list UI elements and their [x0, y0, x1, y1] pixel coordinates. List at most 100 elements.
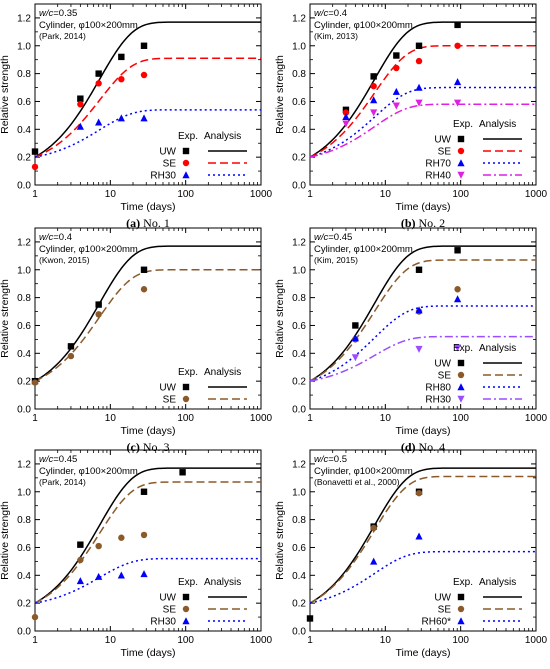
plot-frame	[34, 449, 262, 632]
data-point-uw	[95, 70, 102, 77]
legend-marker-rh70	[457, 159, 465, 167]
specimen-dim: φ100×200mm	[79, 20, 138, 31]
data-point-uw	[118, 53, 125, 61]
x-axis-label: Time (days)	[395, 201, 450, 213]
legend-marker-se	[457, 147, 465, 155]
specimen-dim: φ100×200mm	[354, 466, 413, 477]
legend-label-uw: UW	[434, 135, 451, 146]
data-point-rh30	[76, 577, 84, 585]
legend-label-se: SE	[163, 605, 177, 616]
y-tick-label: 1.2	[17, 13, 31, 24]
legend-label-rh30: RH30	[150, 171, 176, 182]
x-tick-label: 10	[105, 189, 117, 200]
y-tick-label: 0.0	[17, 181, 31, 192]
data-point-rh30	[95, 118, 103, 126]
y-tick-label: 1.0	[292, 41, 306, 52]
data-point-rh30	[117, 571, 125, 579]
data-point-uw	[77, 95, 84, 102]
specimen-annotation: Cylinder, φ100×200mm	[39, 20, 138, 31]
data-point-se	[77, 556, 84, 564]
analysis-curve-rh60	[309, 550, 536, 604]
caption-text: No. 4	[419, 440, 446, 454]
y-tick-label: 1.0	[292, 487, 306, 498]
x-tick-label: 1	[307, 189, 313, 200]
wc-annotation: w/c=0.4	[39, 232, 72, 243]
panel-caption: (a) No. 1	[126, 216, 170, 230]
data-point-se	[31, 613, 39, 621]
legend-label-rh30: RH30	[425, 395, 451, 406]
y-tick-label: 1.2	[292, 459, 306, 470]
legend-label-rh30: RH30	[150, 617, 176, 628]
data-point-rh80	[415, 306, 423, 314]
data-point-uw	[179, 469, 186, 476]
x-tick-label: 1000	[250, 413, 273, 424]
x-tick-label: 1000	[250, 635, 273, 646]
data-point-se	[370, 524, 377, 532]
y-tick-label: 1.0	[17, 41, 31, 52]
analysis-curve-uw	[309, 467, 536, 604]
y-tick-label: 0.6	[17, 543, 31, 554]
y-tick-label: 0.4	[292, 125, 306, 136]
data-point-rh30	[95, 572, 103, 580]
data-point-uw	[77, 541, 84, 548]
legend-header-analysis: Analysis	[479, 119, 516, 130]
legend-header-analysis: Analysis	[204, 367, 241, 378]
data-point-rh40	[415, 99, 423, 107]
y-tick-label: 0.2	[17, 153, 31, 164]
y-tick-label: 1.0	[292, 265, 306, 276]
x-axis-label: Time (days)	[120, 425, 175, 437]
wc-label: w/c	[39, 232, 54, 243]
wc-label: w/c	[314, 8, 329, 19]
analysis-curve-uw	[34, 467, 261, 604]
y-tick-label: 0.6	[292, 543, 306, 554]
legend-label-uw: UW	[159, 593, 176, 604]
legend-marker-rh30	[182, 617, 190, 625]
legend-marker-se	[182, 605, 190, 613]
wc-value: =0.45	[328, 232, 352, 243]
wc-value: =0.45	[53, 454, 77, 465]
data-point-se	[454, 286, 461, 293]
y-tick-label: 0.4	[292, 571, 306, 582]
y-tick-label: 1.0	[17, 487, 31, 498]
data-point-uw	[415, 266, 423, 273]
data-point-uw	[454, 247, 461, 254]
data-point-se	[118, 534, 125, 541]
source-annotation: (Park, 2014)	[39, 31, 86, 41]
data-point-uw	[67, 343, 75, 350]
y-tick-label: 1.2	[292, 13, 306, 24]
legend-label-rh80: RH80	[425, 383, 451, 394]
legend-header-exp: Exp.	[178, 577, 198, 588]
x-tick-label: 10	[105, 635, 117, 646]
data-point-uw	[95, 301, 102, 308]
panel-caption: (b) No. 2	[401, 216, 445, 230]
y-tick-label: 0.6	[17, 97, 31, 108]
legend-marker-se	[182, 395, 190, 403]
analysis-curve-se	[309, 45, 536, 158]
analysis-curve-se	[34, 269, 261, 382]
legend-label-se: SE	[163, 395, 177, 406]
legend-header-analysis: Analysis	[204, 131, 241, 142]
y-tick-label: 0.6	[292, 321, 306, 332]
y-tick-label: 0.0	[292, 405, 306, 416]
x-tick-label: 1	[32, 413, 38, 424]
x-tick-label: 1000	[525, 413, 548, 424]
x-tick-label: 1000	[525, 635, 548, 646]
legend-marker-rh30	[182, 171, 190, 179]
y-tick-label: 0.0	[292, 181, 306, 192]
legend-label-rh60: RH60*	[422, 617, 452, 628]
data-point-rh30	[140, 114, 148, 122]
x-axis-label: Time (days)	[120, 647, 175, 659]
analysis-curve-se	[309, 475, 536, 604]
plot-frame	[34, 227, 262, 410]
wc-annotation: w/c=0.4	[314, 8, 347, 19]
y-tick-label: 0.2	[292, 599, 306, 610]
x-tick-label: 1	[32, 189, 38, 200]
data-point-se	[342, 109, 350, 116]
data-point-uw	[140, 266, 148, 273]
y-tick-label: 0.6	[17, 321, 31, 332]
plot-frame	[309, 3, 537, 186]
source-annotation: (Kim, 2013)	[314, 31, 358, 41]
legend-label-uw: UW	[159, 147, 176, 158]
analysis-curve-se	[34, 481, 261, 604]
